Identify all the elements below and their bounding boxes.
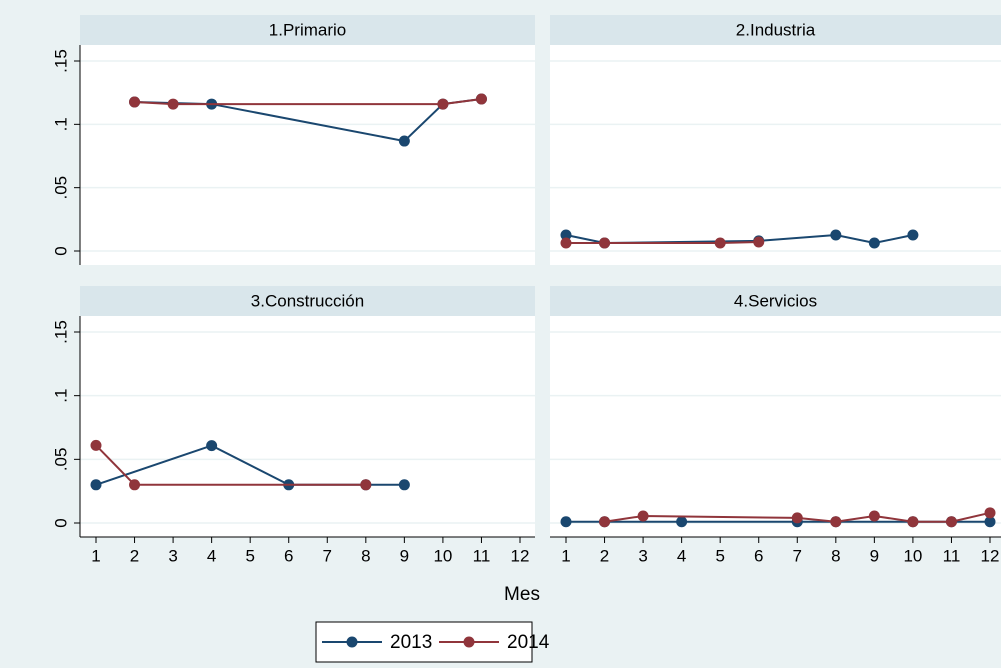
series-marker [206,440,218,452]
x-tick-label: 8 [831,546,840,565]
panel-title: 4.Servicios [734,291,817,310]
panel-header [80,15,535,45]
series-line [566,241,759,245]
panel-header [550,15,1001,45]
x-tick-label: 3 [168,546,177,565]
series-marker [437,98,449,110]
legend-label: 2013 [390,632,432,653]
plot-area [80,316,535,537]
x-tick-label: 7 [323,546,332,565]
y-tick-label: 0 [51,246,70,255]
series-marker [984,516,996,528]
series-marker [90,479,102,491]
series-marker [714,237,726,249]
plot-area [550,45,1001,265]
legend-marker [346,636,358,648]
y-tick-label: .15 [51,320,70,344]
x-tick-label: 10 [433,546,452,565]
legend-label: 2014 [507,632,550,653]
series-marker [167,98,179,110]
y-tick-label: .05 [51,176,70,200]
series-marker [907,516,919,528]
series-marker [129,96,141,108]
series-marker [830,516,842,528]
series-marker [945,516,957,528]
series-marker [791,512,803,524]
x-tick-label: 1 [91,546,100,565]
x-tick-label: 7 [793,546,802,565]
x-tick-label: 6 [754,546,763,565]
series-marker [676,516,688,528]
series-marker [599,237,611,249]
panel-title: 1.Primario [269,20,346,39]
x-tick-label: 5 [715,546,724,565]
plot-area [80,45,535,265]
series-marker [560,229,572,241]
plot-area [550,316,1001,537]
x-tick-label: 5 [245,546,254,565]
x-tick-label: 6 [284,546,293,565]
series-marker [560,516,572,528]
series-marker [129,479,141,491]
series-marker [637,510,649,522]
x-tick-label: 9 [870,546,879,565]
x-tick-label: 11 [943,546,961,565]
x-tick-label: 4 [207,546,216,565]
y-tick-label: .1 [51,389,70,403]
series-marker [475,93,487,105]
series-marker [868,510,880,522]
y-tick-label: .05 [51,448,70,472]
x-tick-label: 11 [473,546,491,565]
series-line [134,98,482,106]
x-tick-label: 4 [677,546,686,565]
panel-header [80,286,535,316]
series-marker [360,479,372,491]
series-marker [560,237,572,249]
x-tick-label: 1 [561,546,570,565]
panel-title: 3.Construcción [251,291,364,310]
series-marker [398,135,410,147]
x-tick-label: 2 [130,546,139,565]
series-line [565,234,914,245]
series-marker [599,516,611,528]
legend-marker [463,636,475,648]
x-axis-title: Mes [504,584,540,605]
x-tick-label: 12 [511,546,530,565]
x-tick-label: 9 [400,546,409,565]
y-tick-label: .1 [51,117,70,131]
x-tick-label: 12 [981,546,1000,565]
panel-title: 2.Industria [736,20,816,39]
x-tick-label: 8 [361,546,370,565]
y-tick-label: 0 [51,518,70,527]
panel-header [550,286,1001,316]
series-line [604,511,991,523]
series-marker [90,439,102,451]
x-tick-label: 3 [638,546,647,565]
series-marker [398,479,410,491]
series-marker [907,229,919,241]
series-marker [868,237,880,249]
series-marker [984,507,996,519]
x-tick-label: 2 [600,546,609,565]
series-marker [830,229,842,241]
series-marker [753,236,765,248]
x-tick-label: 10 [903,546,922,565]
y-tick-label: .15 [51,49,70,73]
